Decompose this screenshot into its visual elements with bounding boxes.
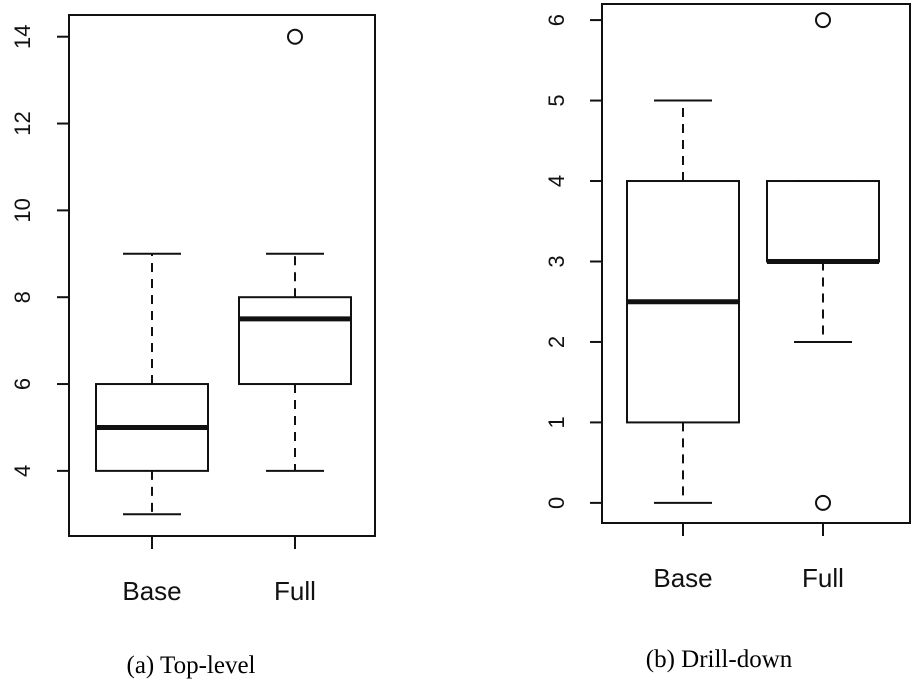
y-tick-label: 6 (10, 378, 35, 390)
y-tick-label: 4 (544, 175, 569, 187)
category-label: Full (802, 563, 844, 593)
y-tick-label: 1 (544, 416, 569, 428)
category-label: Full (274, 576, 316, 606)
caption-top-level: (a) Top-level (127, 652, 256, 679)
y-tick-label: 6 (544, 14, 569, 26)
iqr-box (766, 180, 880, 263)
category-label: Base (122, 576, 181, 606)
y-tick-label: 2 (544, 336, 569, 348)
box-full (238, 28, 352, 472)
y-tick-label: 10 (10, 198, 35, 222)
box-base (95, 252, 209, 516)
y-tick-label: 14 (10, 24, 35, 48)
box-full (766, 12, 880, 511)
y-tick-label: 5 (544, 94, 569, 106)
panel-drill-down: 0 1 2 3 4 5 6 Base Full (544, 3, 911, 593)
y-tick-label: 4 (10, 465, 35, 477)
plot-frame (68, 14, 376, 537)
iqr-box (238, 296, 352, 386)
panel-top-level: 4 6 8 10 12 14 Base Full (10, 14, 376, 606)
outlier-point (287, 28, 303, 45)
plot-frame (601, 3, 911, 524)
outlier-point (815, 494, 831, 511)
category-label: Base (653, 563, 712, 593)
y-tick-label: 12 (10, 111, 35, 135)
y-tick-label: 3 (544, 255, 569, 267)
outlier-point (815, 12, 831, 29)
y-tick-label: 8 (10, 291, 35, 303)
y-tick-label: 0 (544, 497, 569, 509)
box-base (626, 99, 740, 504)
caption-drill-down: (b) Drill-down (646, 646, 793, 673)
